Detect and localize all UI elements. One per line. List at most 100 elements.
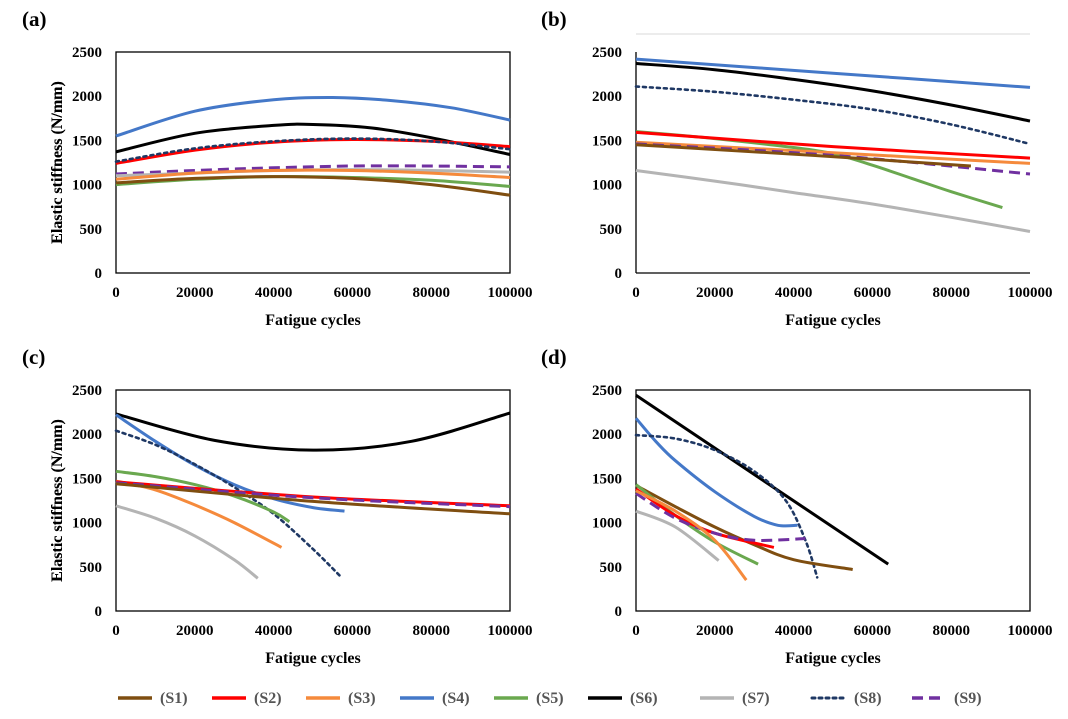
y-tick-label: 500 xyxy=(80,222,103,238)
y-tick-label: 2000 xyxy=(72,427,102,443)
x-tick-label: 40000 xyxy=(775,285,813,301)
series-line-s9 xyxy=(635,492,806,542)
series-line-s8 xyxy=(634,85,1032,146)
x-tick-label: 60000 xyxy=(854,285,892,301)
legend-label: (S5) xyxy=(536,690,564,707)
plot-frame xyxy=(115,389,511,612)
series-line-s3 xyxy=(635,489,748,582)
x-tick-label: 0 xyxy=(112,623,120,639)
series-line-s4 xyxy=(115,95,511,138)
x-axis-title: Fatigue cycles xyxy=(785,312,881,329)
y-tick-label: 0 xyxy=(615,266,623,282)
x-tick-label: 100000 xyxy=(1008,285,1053,301)
legend-label: (S1) xyxy=(160,690,188,707)
x-tick-label: 20000 xyxy=(176,285,214,301)
x-tick-label: 20000 xyxy=(696,285,734,301)
series-line-s2 xyxy=(635,130,1031,160)
legend-item-s7: (S7) xyxy=(700,690,770,707)
y-tick-label: 1000 xyxy=(72,516,102,532)
series-line-s6 xyxy=(635,394,890,566)
y-tick-label: 0 xyxy=(95,266,103,282)
series-line-s8 xyxy=(114,429,342,578)
legend-label: (S2) xyxy=(254,690,282,707)
series-line-s7 xyxy=(115,504,259,580)
x-tick-label: 100000 xyxy=(488,623,533,639)
legend-label: (S8) xyxy=(854,690,882,707)
legend: (S1) (S2) (S3) (S4) (S5) (S6) (S7) (S8) (S9) xyxy=(118,690,982,707)
series-line-s9 xyxy=(115,164,511,176)
panel-label: (a) xyxy=(22,7,47,31)
series-line-s4 xyxy=(634,417,798,528)
x-tick-label: 100000 xyxy=(1008,623,1053,639)
x-tick-label: 0 xyxy=(632,623,640,639)
series-line-s7 xyxy=(635,509,720,562)
series-line-s1 xyxy=(635,484,853,571)
legend-label: (S9) xyxy=(954,690,982,707)
series-line-s6 xyxy=(115,411,511,452)
x-tick-label: 100000 xyxy=(488,285,533,301)
plot-frame xyxy=(635,389,1031,612)
y-tick-label: 500 xyxy=(600,560,623,576)
y-tick-label: 1000 xyxy=(72,178,102,194)
y-tick-label: 0 xyxy=(95,604,103,620)
series-line-s6 xyxy=(115,122,511,156)
series-line-s1 xyxy=(115,175,511,197)
legend-item-s1: (S1) xyxy=(118,690,188,707)
panel-label: (d) xyxy=(541,345,567,369)
y-axis-title: Elastic stiffness (N/mm) xyxy=(49,419,66,582)
legend-item-s5: (S5) xyxy=(494,690,564,707)
legend-item-s6: (S6) xyxy=(588,690,658,707)
panel-label: (c) xyxy=(22,345,45,369)
x-axis-title: Fatigue cycles xyxy=(265,312,361,329)
y-tick-label: 1500 xyxy=(72,133,102,149)
series-line-s1 xyxy=(635,143,971,168)
series-line-s8 xyxy=(114,137,512,163)
x-tick-label: 80000 xyxy=(412,285,450,301)
y-tick-label: 1500 xyxy=(592,133,622,149)
legend-label: (S3) xyxy=(348,690,376,707)
y-tick-label: 500 xyxy=(600,222,623,238)
panel-label: (b) xyxy=(541,7,567,31)
y-tick-label: 2000 xyxy=(592,89,622,105)
series-line-s9 xyxy=(115,481,511,509)
y-tick-label: 2000 xyxy=(592,427,622,443)
y-tick-label: 2000 xyxy=(72,89,102,105)
x-tick-label: 0 xyxy=(112,285,120,301)
chart-panel-3: (c) 0 500 1000 1500 2000 2500 0 20000 40000 60000 8… xyxy=(22,345,533,667)
y-tick-label: 0 xyxy=(615,604,623,620)
series-line-s3 xyxy=(635,140,1031,165)
y-tick-label: 1500 xyxy=(72,471,102,487)
legend-item-s4: (S4) xyxy=(400,690,470,707)
y-tick-label: 2500 xyxy=(592,45,622,61)
legend-item-s2: (S2) xyxy=(212,690,282,707)
series-line-s4 xyxy=(635,57,1031,89)
x-tick-label: 40000 xyxy=(255,623,293,639)
y-axis-title: Elastic stiffness (N/mm) xyxy=(49,81,66,244)
x-axis-title: Fatigue cycles xyxy=(265,650,361,667)
legend-item-s8: (S8) xyxy=(810,690,882,707)
x-axis-title: Fatigue cycles xyxy=(785,650,881,667)
series-line-s6 xyxy=(635,62,1031,123)
x-tick-label: 40000 xyxy=(775,623,813,639)
x-tick-label: 60000 xyxy=(334,623,372,639)
x-tick-label: 0 xyxy=(632,285,640,301)
legend-label: (S6) xyxy=(630,690,658,707)
series-line-s1 xyxy=(115,482,511,516)
x-tick-label: 60000 xyxy=(854,623,892,639)
legend-label: (S7) xyxy=(742,690,770,707)
x-tick-label: 80000 xyxy=(412,623,450,639)
x-tick-label: 20000 xyxy=(176,623,214,639)
y-tick-label: 1000 xyxy=(592,516,622,532)
y-tick-label: 2500 xyxy=(72,45,102,61)
legend-item-s3: (S3) xyxy=(306,690,376,707)
y-axis-title: Elastic stiffness (N/mm) xyxy=(49,81,66,244)
y-tick-label: 2500 xyxy=(72,383,102,399)
x-tick-label: 60000 xyxy=(334,285,372,301)
y-tick-label: 2500 xyxy=(592,383,622,399)
y-tick-label: 1500 xyxy=(592,471,622,487)
series-line-s7 xyxy=(635,169,1031,233)
series-line-s4 xyxy=(115,413,345,513)
